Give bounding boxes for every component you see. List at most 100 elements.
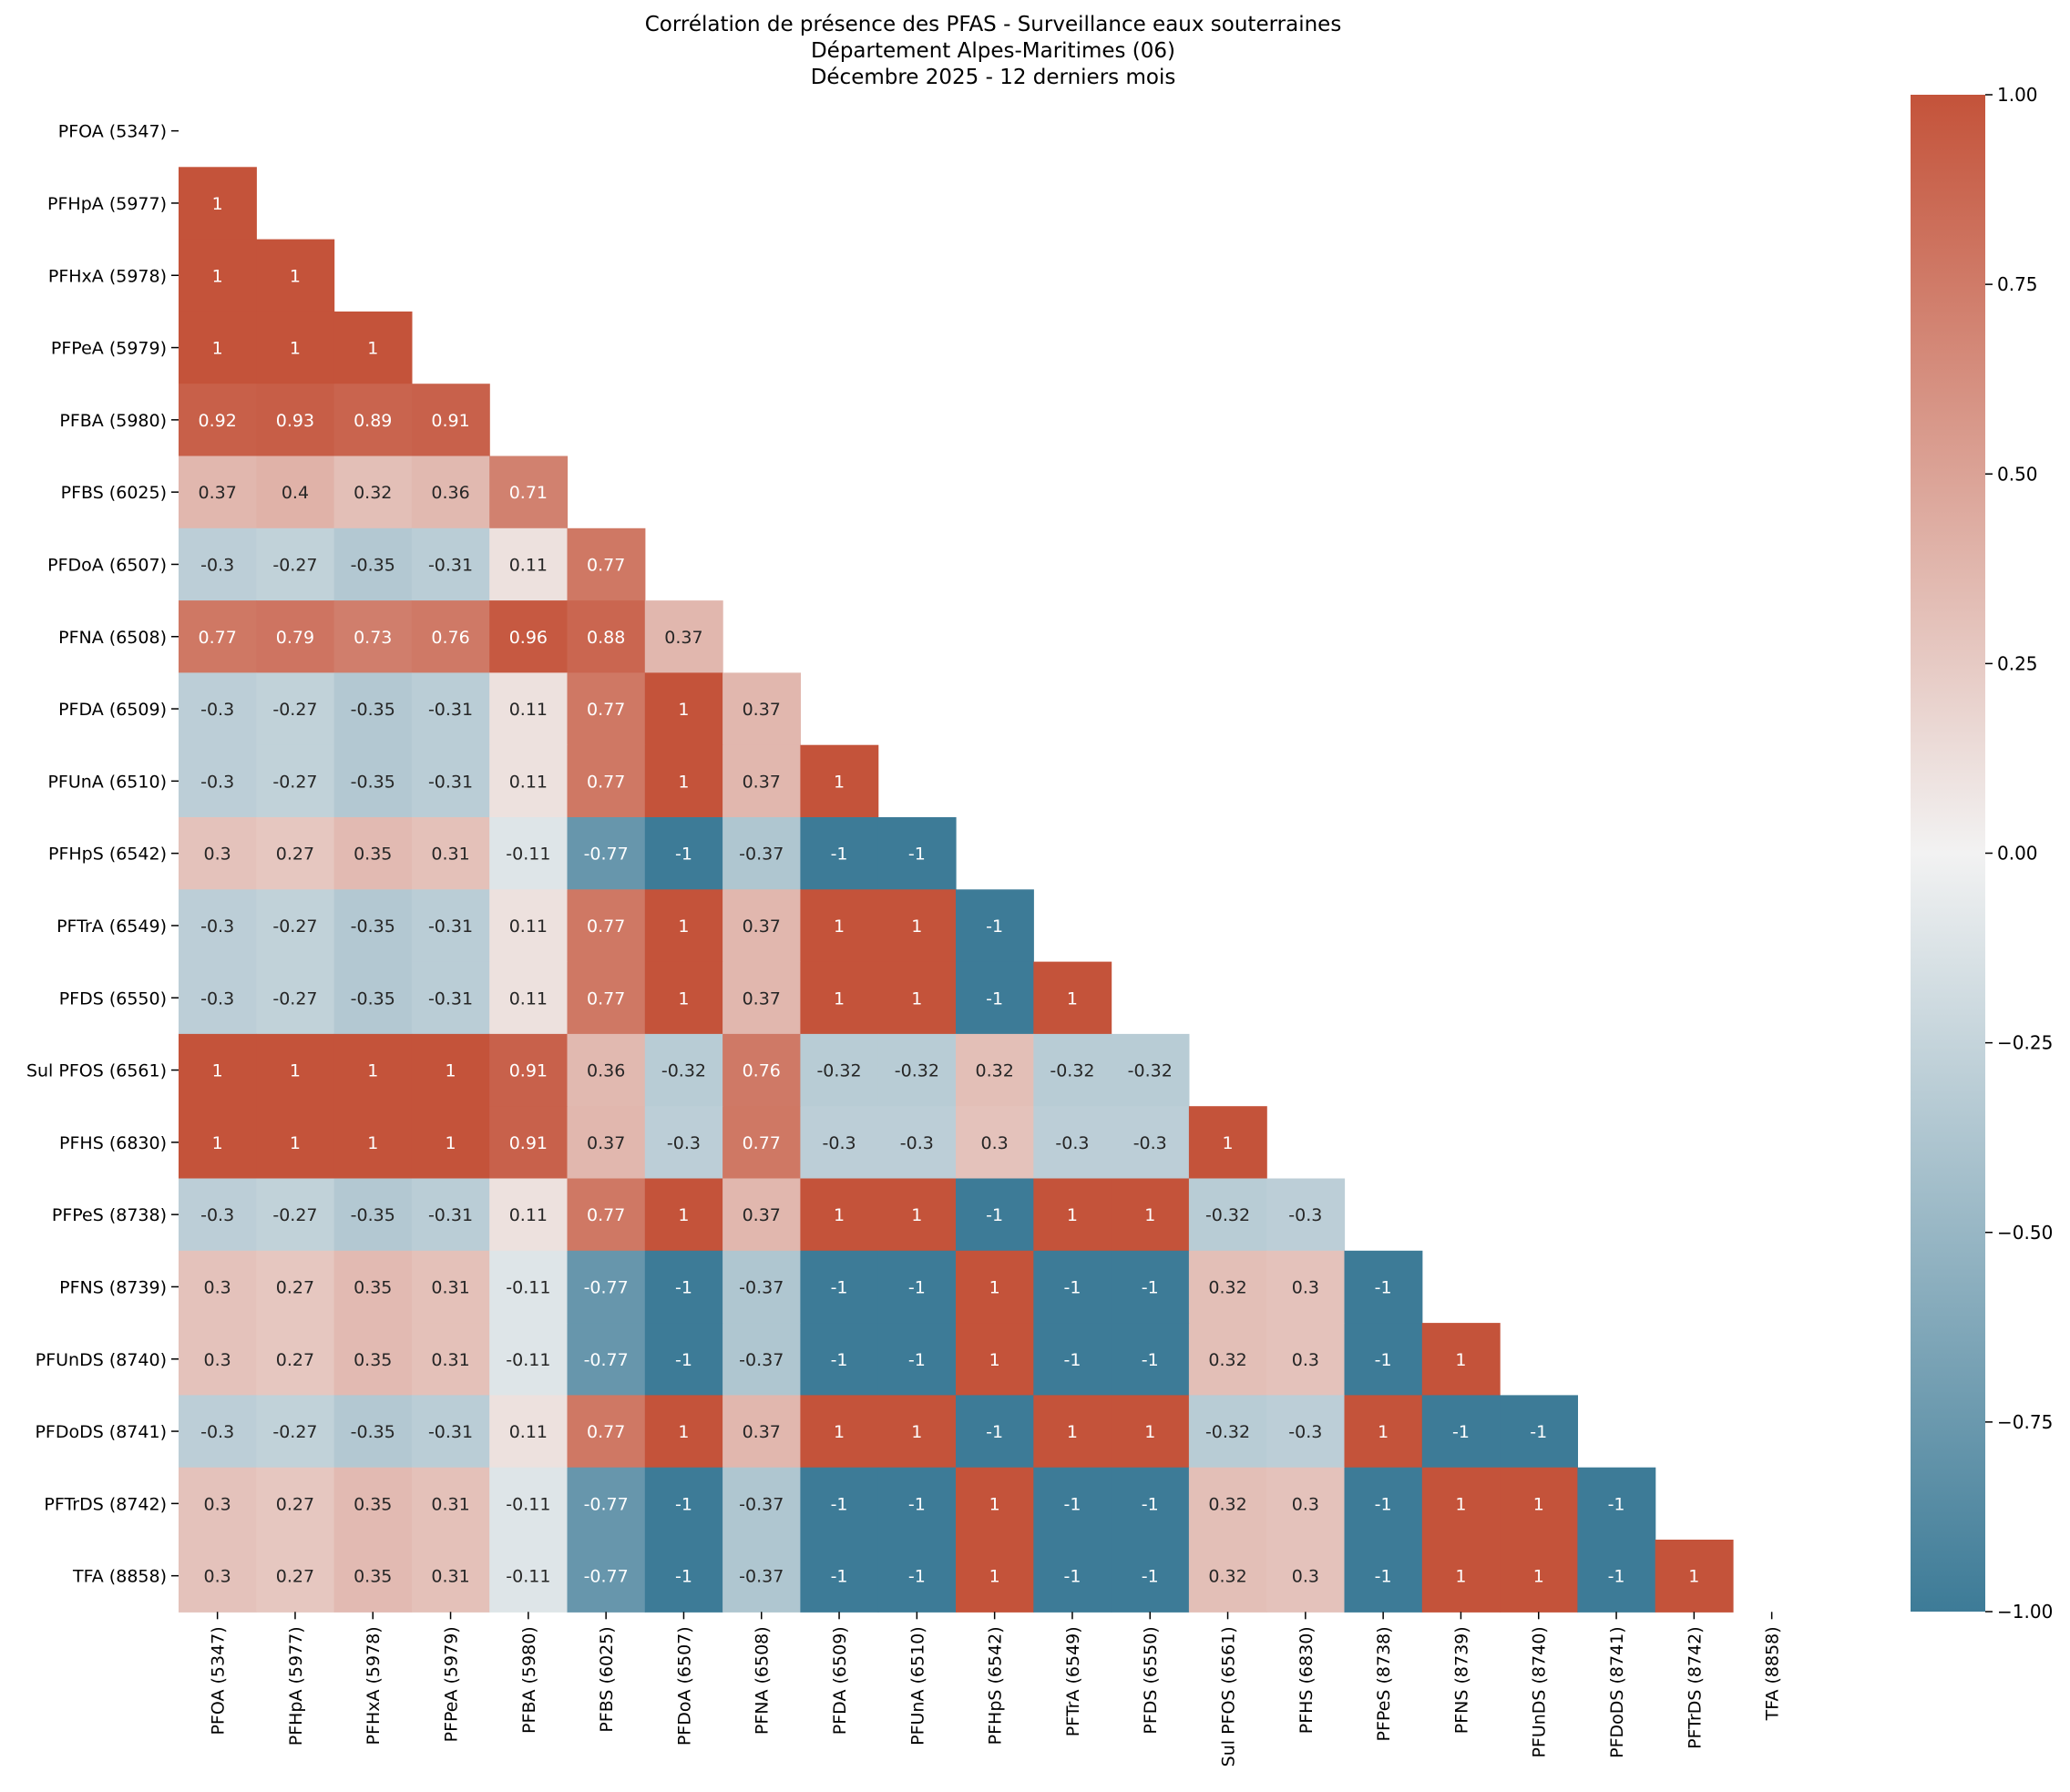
heatmap-cell xyxy=(179,456,257,529)
heatmap-cell xyxy=(411,889,490,963)
cell-value-label: 1 xyxy=(367,1061,378,1081)
heatmap-cell xyxy=(411,817,490,890)
heatmap-cell xyxy=(1188,1540,1267,1613)
cell-value-label: 0.11 xyxy=(509,988,548,1009)
x-tick-label: PFTrDS (8742) xyxy=(1685,1626,1705,1749)
heatmap-cell xyxy=(179,1178,257,1252)
heatmap-cell xyxy=(722,1540,801,1613)
heatmap-cell xyxy=(179,961,257,1035)
cell-value-label: 0.71 xyxy=(509,483,548,503)
y-tick-label: PFPeS (8738) xyxy=(52,1205,167,1225)
heatmap-cell xyxy=(489,1540,569,1613)
heatmap-cell xyxy=(256,311,335,384)
heatmap-cell xyxy=(1421,1467,1501,1541)
colorbar-tick-label: −0.25 xyxy=(1997,1032,2053,1054)
cell-value-label: -1 xyxy=(1375,1350,1392,1370)
cell-value-label: 0.93 xyxy=(276,411,314,431)
cell-value-label: 1 xyxy=(911,1422,922,1442)
heatmap-cell xyxy=(1188,1250,1267,1324)
cell-value-label: 0.37 xyxy=(743,988,781,1009)
cell-value-label: 0.77 xyxy=(587,1205,625,1225)
heatmap-cell xyxy=(722,1250,801,1324)
cell-value-label: 1 xyxy=(678,916,689,937)
heatmap-cell xyxy=(644,1467,723,1541)
colorbar-tick-label: 1.00 xyxy=(1997,84,2038,106)
heatmap-cell xyxy=(722,1323,801,1396)
cell-value-label: -0.27 xyxy=(272,700,317,720)
cell-value-label: -0.31 xyxy=(428,1205,473,1225)
heatmap-cell xyxy=(489,1178,569,1252)
chart-title-line-2: Département Alpes-Maritimes (06) xyxy=(811,39,1175,63)
heatmap-cell xyxy=(333,1250,413,1324)
heatmap-cell xyxy=(333,384,413,457)
cell-value-label: 1 xyxy=(290,266,301,286)
cell-value-label: 0.32 xyxy=(975,1061,1013,1081)
heatmap-cell xyxy=(333,1178,413,1252)
heatmap-cell xyxy=(179,817,257,890)
cell-value-label: 1 xyxy=(989,1350,1000,1370)
heatmap-cell xyxy=(256,1467,335,1541)
heatmap-cell xyxy=(179,1106,257,1180)
x-tick-label: PFUnDS (8740) xyxy=(1530,1626,1550,1757)
heatmap-cell xyxy=(256,1178,335,1252)
heatmap-cell xyxy=(411,384,490,457)
y-tick-label: PFNA (6508) xyxy=(58,628,167,648)
heatmap-cell xyxy=(567,1395,646,1469)
cell-value-label: -1 xyxy=(1142,1350,1159,1370)
heatmap-cell xyxy=(256,1540,335,1613)
heatmap-cell xyxy=(411,600,490,673)
cell-value-label: 0.37 xyxy=(743,916,781,937)
y-axis-ticks: PFOA (5347) PFHpA (5977) PFHxA (5978) PFPeA… xyxy=(26,122,179,1587)
cell-value-label: 0.31 xyxy=(431,1350,469,1370)
cell-value-label: 0.77 xyxy=(587,700,625,720)
cell-value-label: -0.35 xyxy=(351,772,395,792)
heatmap-cell xyxy=(877,1178,957,1252)
heatmap-cell xyxy=(411,1178,490,1252)
cell-value-label: 0.77 xyxy=(587,1422,625,1442)
chart-title-line-3: Décembre 2025 - 12 derniers mois xyxy=(811,66,1176,89)
cell-value-label: 1 xyxy=(911,988,922,1009)
cell-value-label: -0.32 xyxy=(1128,1061,1173,1081)
heatmap-cell xyxy=(256,1250,335,1324)
cell-value-label: 0.27 xyxy=(276,1277,314,1297)
cell-value-label: -0.27 xyxy=(272,555,317,575)
cell-value-label: 1 xyxy=(1533,1494,1544,1514)
x-tick-label: PFDS (6550) xyxy=(1141,1626,1161,1734)
heatmap-cell xyxy=(1188,1395,1267,1469)
cell-value-label: 0.3 xyxy=(981,1133,1009,1153)
cell-value-label: -0.37 xyxy=(739,1567,784,1587)
cell-value-label: -0.3 xyxy=(1288,1422,1322,1442)
heatmap-cell xyxy=(179,1033,257,1107)
cell-value-label: -1 xyxy=(831,1277,848,1297)
heatmap-cell xyxy=(411,456,490,529)
cell-value-label: -0.3 xyxy=(200,772,234,792)
x-tick-label: TFA (8858) xyxy=(1763,1626,1783,1721)
heatmap-cell xyxy=(489,1033,569,1107)
cell-value-label: 0.77 xyxy=(743,1133,781,1153)
cell-value-label: 0.37 xyxy=(198,483,236,503)
cell-value-label: -0.32 xyxy=(816,1061,861,1081)
cell-value-label: -0.3 xyxy=(200,916,234,937)
heatmap-cell xyxy=(256,1033,335,1107)
heatmap-cell xyxy=(333,600,413,673)
heatmap-cell xyxy=(489,1250,569,1324)
heatmap-cell xyxy=(644,1178,723,1252)
heatmap-cell xyxy=(489,527,569,601)
heatmap-cell xyxy=(1266,1178,1346,1252)
heatmap-cell xyxy=(333,961,413,1035)
cell-value-label: -1 xyxy=(1452,1422,1470,1442)
heatmap-cell xyxy=(1033,961,1112,1035)
heatmap-cell xyxy=(411,961,490,1035)
cell-value-label: -1 xyxy=(1608,1494,1625,1514)
x-tick-label: PFHpA (5977) xyxy=(286,1626,306,1746)
heatmap-cell xyxy=(1033,1467,1112,1541)
heatmap-cell xyxy=(411,1323,490,1396)
cell-value-label: -1 xyxy=(1063,1350,1081,1370)
heatmap-cell xyxy=(411,1106,490,1180)
cell-value-label: 1 xyxy=(290,339,301,359)
heatmap-cell xyxy=(333,1033,413,1107)
heatmap-cell xyxy=(567,1467,646,1541)
cell-value-label: 0.37 xyxy=(743,700,781,720)
heatmap-cell xyxy=(800,1250,879,1324)
cell-value-label: 0.27 xyxy=(276,1567,314,1587)
